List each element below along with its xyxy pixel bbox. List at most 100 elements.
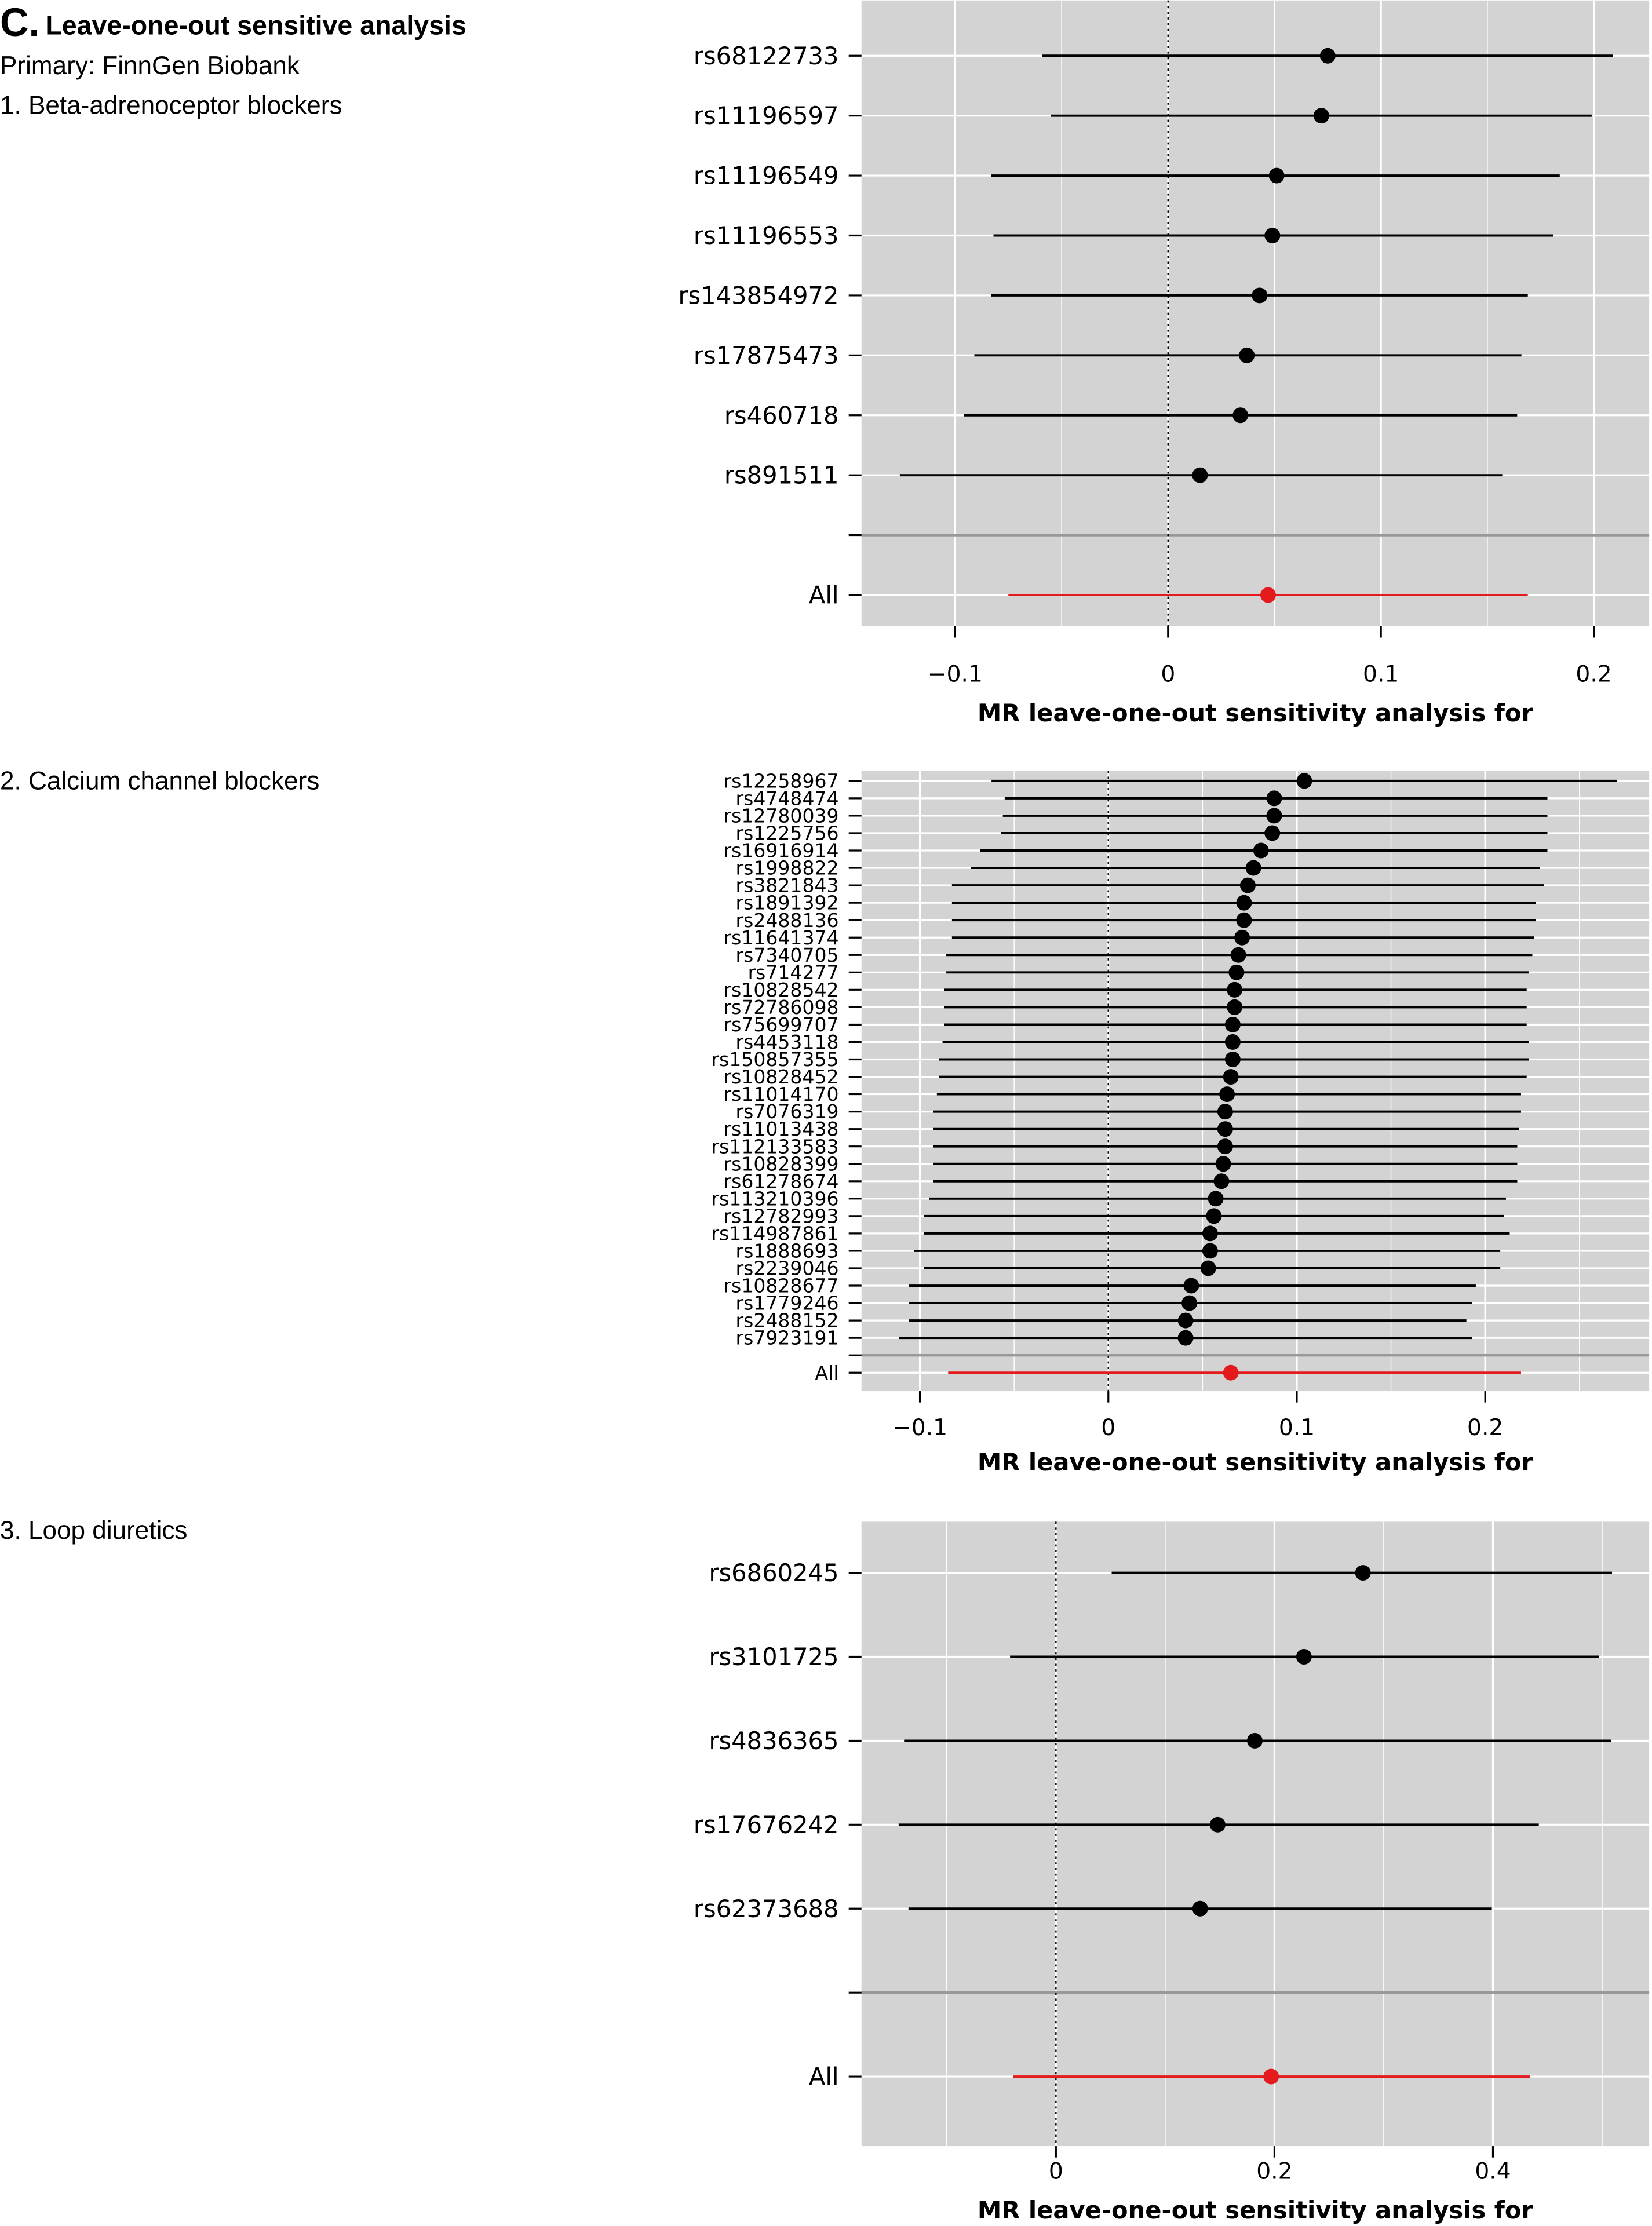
snp-point (1224, 1052, 1241, 1067)
overall-point (1223, 1364, 1239, 1381)
snp-label: rs72786098 (724, 996, 839, 1019)
snp-point (1239, 877, 1256, 893)
snp-label: rs2488152 (736, 1309, 839, 1332)
snp-point (1228, 964, 1245, 980)
snp-label: rs2488136 (736, 909, 839, 932)
figure-header: C. Leave-one-out sensitive analysis Prim… (0, 0, 466, 1545)
snp-point (1217, 1104, 1233, 1120)
snp-point (1234, 929, 1250, 946)
snp-point (1200, 1260, 1216, 1276)
snp-point (1202, 1243, 1218, 1259)
figure-title: Leave-one-out sensitive analysis (45, 10, 466, 41)
snp-point (1224, 1034, 1241, 1050)
snp-label: rs2239046 (736, 1257, 839, 1280)
x-axis-title: MR leave-one-out sensitivity analysis fo… (978, 699, 1534, 727)
snp-label: rs68122733 (694, 42, 839, 70)
snp-label: rs10828452 (724, 1065, 839, 1088)
snp-point (1264, 228, 1281, 243)
panel-letter: C. (0, 0, 40, 45)
snp-label: rs10828542 (724, 979, 839, 1001)
snp-point (1215, 1156, 1231, 1172)
snp-label: rs4748474 (736, 787, 839, 809)
snp-label: rs7923191 (736, 1327, 839, 1349)
snp-label: rs150857355 (711, 1048, 838, 1071)
snp-point (1217, 1121, 1233, 1137)
x-tick-label: 0.2 (1467, 1415, 1503, 1441)
snp-point (1296, 1649, 1312, 1665)
snp-label: rs61278674 (724, 1170, 839, 1192)
snp-label: rs1998822 (736, 857, 839, 880)
forest-plot-2: rs12258967rs4748474rs12780039rs1225756rs… (711, 769, 1650, 1476)
overall-point (1260, 587, 1276, 603)
snp-point (1239, 347, 1255, 363)
snp-point (1266, 808, 1282, 824)
snp-label: rs1779246 (736, 1292, 839, 1315)
snp-label: rs11196553 (694, 221, 839, 250)
plot-panel (861, 0, 1650, 626)
snp-label: rs1888693 (736, 1240, 839, 1262)
snp-point (1192, 467, 1208, 483)
x-tick-label: −0.1 (928, 661, 983, 687)
x-axis-title: MR leave-one-out sensitivity analysis fo… (978, 2196, 1534, 2224)
snp-point (1247, 1732, 1263, 1749)
snp-label: rs17676242 (694, 1811, 839, 1839)
snp-label: rs6860245 (709, 1559, 838, 1587)
snp-point (1236, 912, 1252, 928)
snp-point (1232, 407, 1249, 424)
snp-label: rs12782993 (724, 1205, 839, 1227)
snp-point (1192, 1900, 1208, 1917)
snp-label: rs1891392 (736, 892, 839, 914)
section-label-1: 1. Beta-adrenoceptor blockers (0, 92, 342, 120)
snp-point (1177, 1330, 1194, 1346)
snp-label: rs113210396 (711, 1187, 838, 1210)
snp-point (1313, 108, 1329, 124)
x-tick-label: 0.1 (1279, 1415, 1315, 1441)
x-tick-label: 0.1 (1363, 661, 1399, 687)
snp-label: rs112133583 (711, 1135, 838, 1158)
snp-label: rs75699707 (724, 1013, 839, 1036)
snp-point (1223, 1069, 1239, 1085)
section-label-3: 3. Loop diuretics (0, 1516, 187, 1545)
x-tick-label: 0 (1101, 1415, 1115, 1441)
snp-point (1183, 1278, 1199, 1294)
snp-point (1213, 1173, 1230, 1189)
snp-label: rs16916914 (724, 840, 839, 862)
snp-point (1245, 860, 1261, 876)
x-tick-label: 0.2 (1576, 661, 1611, 687)
forest-plot-3: rs6860245 rs3101725 rs4836365 rs17676242 rs6… (694, 1521, 1650, 2224)
snp-point (1355, 1565, 1371, 1581)
snp-label: rs1225756 (736, 822, 839, 845)
snp-label: rs62373688 (694, 1895, 839, 1923)
snp-point (1296, 773, 1312, 789)
snp-label: rs7076319 (736, 1100, 839, 1123)
x-axis-title: MR leave-one-out sensitivity analysis fo… (978, 1448, 1534, 1476)
snp-point (1181, 1295, 1198, 1311)
snp-point (1253, 842, 1269, 859)
snp-label: rs11013438 (724, 1118, 839, 1140)
section-label-2: 2. Calcium channel blockers (0, 767, 319, 795)
snp-label: rs7340705 (736, 944, 839, 966)
snp-point (1202, 1225, 1218, 1242)
x-tick-label: 0 (1161, 661, 1175, 687)
forest-plot-1: rs68122733 rs11196597 rs11196549 rs11196553… (678, 0, 1650, 727)
snp-point (1217, 1138, 1233, 1155)
snp-label: rs114987861 (711, 1222, 838, 1245)
snp-point (1224, 1016, 1241, 1032)
snp-label: rs10828677 (724, 1275, 839, 1297)
snp-label: rs11196549 (694, 162, 839, 190)
snp-label: rs12258967 (724, 769, 839, 792)
snp-label: rs891511 (724, 461, 839, 490)
snp-point (1264, 825, 1281, 841)
snp-label: rs143854972 (678, 281, 838, 309)
snp-label: rs3101725 (709, 1643, 838, 1671)
snp-point (1230, 947, 1246, 963)
snp-point (1319, 48, 1336, 64)
snp-label: rs3821843 (736, 874, 839, 897)
snp-point (1208, 1191, 1224, 1207)
x-tick-label: 0.2 (1256, 2158, 1292, 2184)
snp-label: rs11014170 (724, 1083, 839, 1105)
snp-point (1219, 1086, 1235, 1103)
snp-point (1252, 287, 1268, 304)
overall-point (1263, 2068, 1279, 2085)
